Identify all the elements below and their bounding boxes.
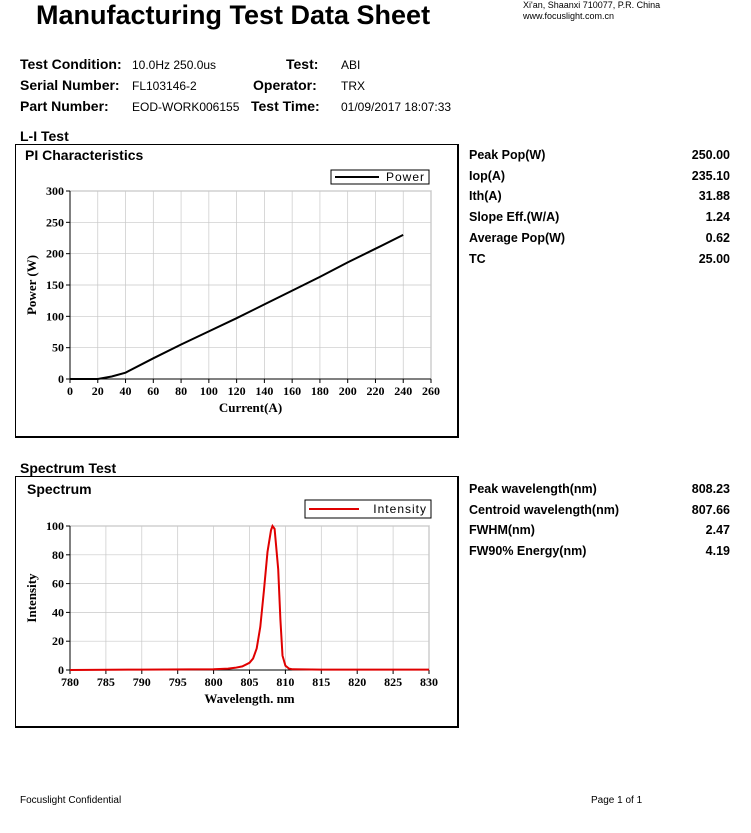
li-section-heading: L-I Test <box>20 128 69 144</box>
x-tick-label: 805 <box>241 675 259 689</box>
y-tick-label: 40 <box>52 605 64 619</box>
legend-box <box>330 169 430 185</box>
li-result-label: Iop(A) <box>469 168 506 183</box>
y-tick-label: 80 <box>52 548 64 562</box>
x-tick-label: 260 <box>422 384 440 398</box>
x-tick-label: 20 <box>92 384 104 398</box>
x-tick-label: 790 <box>133 675 151 689</box>
x-tick-label: 80 <box>175 384 187 398</box>
page-title: Manufacturing Test Data Sheet <box>36 0 431 30</box>
x-tick-label: 140 <box>255 384 273 398</box>
spectrum-result-label: Centroid wavelength(nm) <box>469 502 620 517</box>
test-value: ABI <box>341 58 361 72</box>
spectrum-result-label: FWHM(nm) <box>469 523 535 538</box>
y-tick-label: 250 <box>46 215 64 229</box>
serial-value: FL103146-2 <box>132 79 197 93</box>
x-tick-label: 810 <box>276 675 294 689</box>
legend-label: Intensity <box>373 502 427 516</box>
legend-label: Power <box>386 170 425 184</box>
x-tick-label: 100 <box>200 384 218 398</box>
x-tick-label: 0 <box>67 384 73 398</box>
address-line: Xi'an, Shaanxi 710077, P.R. China <box>523 0 661 10</box>
x-axis-title: Current(A) <box>219 400 282 415</box>
x-tick-label: 220 <box>366 384 384 398</box>
legend-box <box>304 499 432 519</box>
x-tick-label: 180 <box>311 384 329 398</box>
operator-label: Operator: <box>253 77 317 93</box>
spectrum-result-label: Peak wavelength(nm) <box>469 482 597 496</box>
serial-label: Serial Number: <box>20 77 120 93</box>
footer-page-number: Page 1 of 1 <box>591 795 643 806</box>
li-result-label: Average Pop(W) <box>469 230 566 245</box>
test-condition-label: Test Condition: <box>20 56 122 72</box>
x-tick-label: 40 <box>120 384 132 398</box>
li-result-label: Slope Eff.(W/A) <box>469 210 560 225</box>
y-tick-label: 150 <box>46 278 64 292</box>
li-result-value: 235.10 <box>691 168 730 183</box>
y-tick-label: 50 <box>52 341 64 355</box>
y-tick-label: 20 <box>52 634 64 648</box>
test-label: Test: <box>286 56 319 72</box>
x-axis-title: Wavelength. nm <box>204 691 294 706</box>
x-tick-label: 825 <box>384 675 402 689</box>
time-value: 01/09/2017 18:07:33 <box>341 100 452 114</box>
y-tick-label: 0 <box>58 372 64 386</box>
test-condition-value: 10.0Hz 250.0us <box>132 58 217 72</box>
y-tick-label: 0 <box>58 663 64 677</box>
spectrum-chart-frame: Spectrum 780 785 790 795 800 805 810 815 820 825 8… <box>15 476 459 728</box>
x-tick-label: 780 <box>61 675 79 689</box>
x-tick-label: 200 <box>339 384 357 398</box>
li-result-value: 1.24 <box>705 210 730 225</box>
y-axis-title: Intensity <box>24 573 39 623</box>
li-result-label: Peak Pop(W) <box>469 148 546 162</box>
y-tick-label: 60 <box>52 577 64 591</box>
li-result-value: 31.88 <box>698 189 730 204</box>
website-link: www.focuslight.com.cn <box>523 11 615 21</box>
time-label: Test Time: <box>251 98 320 114</box>
x-tick-label: 820 <box>348 675 366 689</box>
li-result-label: Ith(A) <box>469 189 502 204</box>
part-label: Part Number: <box>20 98 109 114</box>
company-address: Xi'an, Shaanxi 710077, P.R. China www.fo… <box>523 0 660 22</box>
part-value: EOD-WORK006155 <box>132 100 240 114</box>
x-tick-label: 160 <box>283 384 301 398</box>
li-result-value: 25.00 <box>698 251 730 266</box>
li-result-label: TC <box>469 251 486 266</box>
spectrum-chart-title: Spectrum <box>27 481 92 497</box>
li-chart-frame: PI Characteristics 0 20 40 60 80 100 120 140 160… <box>15 144 459 438</box>
spectrum-result-label: FW90% Energy(nm) <box>469 544 587 559</box>
x-tick-label: 60 <box>147 384 159 398</box>
x-tick-label: 830 <box>420 675 438 689</box>
x-tick-label: 240 <box>394 384 412 398</box>
spectrum-result-value: 808.23 <box>691 482 730 496</box>
y-tick-label: 100 <box>46 519 64 533</box>
series-line-intensity <box>69 523 429 671</box>
li-result-value: 0.62 <box>705 230 730 245</box>
y-axis-title: Power (W) <box>24 255 39 315</box>
y-tick-label: 200 <box>46 247 64 261</box>
pi-chart: 0 20 40 60 80 100 120 140 160 180 200 220 240 260 0 50 1… <box>24 169 440 415</box>
spectrum-chart: 780 785 790 795 800 805 810 815 820 825 830 0 20 40 60… <box>24 499 438 706</box>
spectrum-result-value: 4.19 <box>705 544 730 559</box>
series-line-power <box>70 234 404 380</box>
operator-value: TRX <box>341 79 365 93</box>
spectrum-result-value: 807.66 <box>691 502 730 517</box>
y-tick-label: 300 <box>46 184 64 198</box>
x-tick-label: 815 <box>312 675 330 689</box>
spectrum-result-value: 2.47 <box>705 523 730 538</box>
x-tick-label: 795 <box>169 675 187 689</box>
x-tick-label: 785 <box>97 675 115 689</box>
y-tick-label: 100 <box>46 309 64 323</box>
footer-confidential: Focuslight Confidential <box>20 795 122 806</box>
x-tick-label: 120 <box>228 384 246 398</box>
spectrum-section-heading: Spectrum Test <box>20 460 117 476</box>
x-tick-label: 800 <box>205 675 223 689</box>
li-result-value: 250.00 <box>691 148 730 162</box>
li-chart-title: PI Characteristics <box>25 147 144 163</box>
